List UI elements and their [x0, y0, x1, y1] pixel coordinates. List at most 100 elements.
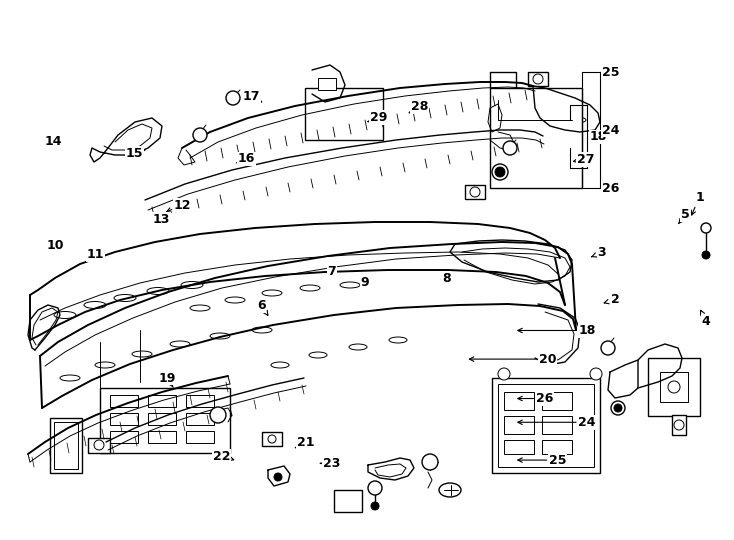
Bar [465, 185, 485, 199]
Text: 24: 24 [602, 124, 619, 137]
Circle shape [210, 407, 226, 423]
Bar [490, 88, 582, 188]
Ellipse shape [114, 294, 136, 301]
Ellipse shape [60, 375, 80, 381]
Circle shape [701, 223, 711, 233]
Circle shape [702, 251, 710, 259]
Ellipse shape [225, 297, 245, 303]
Ellipse shape [262, 290, 282, 296]
Text: 24: 24 [578, 416, 596, 429]
Bar [660, 372, 688, 402]
Text: 9: 9 [360, 276, 369, 289]
Ellipse shape [389, 337, 407, 343]
Text: 16: 16 [238, 152, 255, 165]
Circle shape [371, 502, 379, 510]
Text: 19: 19 [159, 372, 176, 384]
Circle shape [193, 128, 207, 142]
Bar [148, 431, 176, 443]
Ellipse shape [271, 362, 289, 368]
Bar [186, 413, 214, 425]
Text: 18: 18 [578, 324, 596, 337]
Ellipse shape [54, 312, 76, 319]
Bar [528, 72, 548, 86]
Ellipse shape [564, 112, 576, 118]
Bar [672, 415, 686, 435]
Ellipse shape [309, 352, 327, 358]
Bar [334, 490, 362, 512]
Circle shape [422, 454, 438, 470]
Bar [305, 88, 383, 140]
Ellipse shape [252, 327, 272, 333]
Bar [504, 440, 534, 454]
Circle shape [590, 368, 602, 380]
Text: 17: 17 [242, 90, 260, 103]
Circle shape [503, 141, 517, 155]
Text: 2: 2 [611, 293, 619, 306]
Circle shape [492, 164, 508, 180]
Bar [148, 395, 176, 407]
Circle shape [226, 91, 240, 105]
Bar [148, 413, 176, 425]
Ellipse shape [300, 285, 320, 291]
Text: 26: 26 [536, 392, 553, 405]
Text: 25: 25 [549, 454, 567, 467]
Bar [50, 418, 82, 473]
Ellipse shape [147, 287, 169, 294]
Bar [110, 431, 138, 443]
Text: 6: 6 [257, 299, 266, 312]
Circle shape [470, 187, 480, 197]
Circle shape [674, 420, 684, 430]
Text: 3: 3 [597, 246, 606, 259]
Text: 15: 15 [126, 147, 143, 160]
Text: 22: 22 [213, 450, 230, 463]
Ellipse shape [549, 107, 561, 112]
Text: 14: 14 [45, 135, 62, 148]
Ellipse shape [84, 301, 106, 308]
Text: 11: 11 [87, 248, 104, 261]
Text: 8: 8 [442, 272, 451, 285]
Ellipse shape [132, 351, 152, 357]
Bar [504, 392, 534, 410]
Circle shape [601, 341, 615, 355]
Text: 26: 26 [602, 181, 619, 194]
Circle shape [668, 381, 680, 393]
Text: 13: 13 [153, 213, 170, 226]
Text: 7: 7 [327, 265, 336, 278]
Bar [262, 432, 282, 446]
Bar [648, 358, 700, 416]
Bar [542, 392, 572, 410]
Ellipse shape [170, 341, 190, 347]
Bar [504, 416, 534, 434]
Text: 5: 5 [681, 208, 690, 221]
Text: 21: 21 [297, 436, 314, 449]
Circle shape [498, 368, 510, 380]
Ellipse shape [210, 333, 230, 339]
Text: 18: 18 [590, 131, 607, 144]
Ellipse shape [95, 362, 115, 368]
Text: 4: 4 [702, 315, 711, 328]
Bar [110, 413, 138, 425]
Bar [88, 438, 110, 453]
Ellipse shape [190, 305, 210, 311]
Ellipse shape [574, 118, 586, 123]
Bar [54, 422, 78, 469]
Bar [186, 431, 214, 443]
Circle shape [268, 435, 276, 443]
Bar [498, 384, 594, 467]
Text: 29: 29 [370, 111, 388, 124]
Ellipse shape [439, 483, 461, 497]
Circle shape [533, 74, 543, 84]
Text: 10: 10 [47, 239, 65, 252]
Ellipse shape [349, 344, 367, 350]
Circle shape [614, 404, 622, 412]
Ellipse shape [181, 281, 203, 288]
Text: 27: 27 [577, 153, 595, 166]
Circle shape [611, 401, 625, 415]
Bar [542, 416, 572, 434]
Bar [186, 395, 214, 407]
Text: 23: 23 [323, 457, 341, 470]
Circle shape [368, 481, 382, 495]
Bar [110, 395, 138, 407]
Bar [492, 378, 600, 473]
Ellipse shape [340, 282, 360, 288]
